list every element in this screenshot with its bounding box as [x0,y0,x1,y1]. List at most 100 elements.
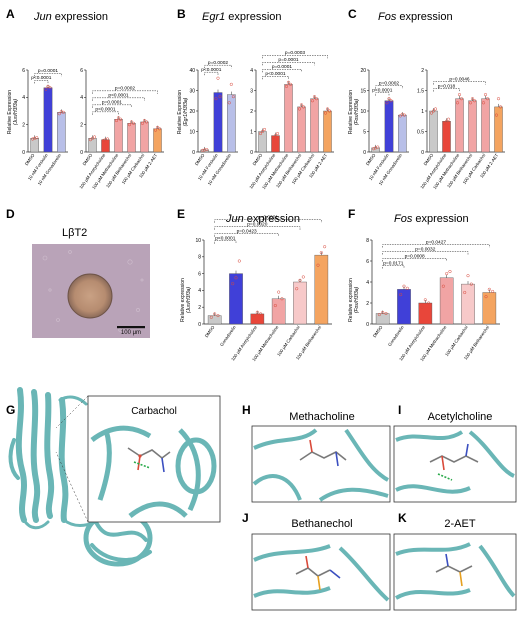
significance-bracket [214,226,301,230]
inset-guide-top [55,395,89,429]
panel-i-title: Acetylcholine [428,411,493,423]
y-tick-label: 2 [421,68,424,74]
data-point [271,136,276,140]
panel-e-ylabel: Relative expression [180,278,186,322]
data-point [33,136,37,140]
data-point [468,101,473,105]
panel-j-ligand [295,555,341,591]
y-tick-label: 1 [250,129,253,135]
y-tick-label: 2 [22,122,25,128]
panel-g-title: Carbachol [131,406,177,417]
bar [439,277,454,325]
data-point [44,87,48,91]
panel-h-structure [252,428,390,502]
bar [398,114,407,153]
panel-i-structure [395,430,515,494]
category-label: 100 μM Carbachol [444,325,469,357]
significance-label: p<0.0001 [201,67,221,73]
bar [213,92,223,153]
significance-label: p<0.0001 [31,75,51,81]
y-tick-label: 30 [189,88,195,94]
y-tick-label: 5 [363,129,366,135]
bar [229,273,243,325]
significance-bracket [382,244,490,248]
panel-e-title-suffix: expression [244,213,300,225]
significance-bracket [262,69,302,73]
panel-b-ylabel: Relative Expression [177,90,183,134]
bar [127,123,136,153]
panel-k-structure [394,542,516,600]
bar [153,128,162,153]
significance-bracket [375,92,390,96]
bar [114,118,123,153]
significance-label: p=0.0001 [278,57,298,63]
significance-bracket [382,265,405,269]
category-label: Gonadorelin [387,324,405,347]
y-tick-label: 20 [360,68,366,74]
panel-letter-i: I [398,403,401,417]
y-tick-label: 20 [189,109,195,115]
panel-letter-f: F [348,207,355,221]
significance-bracket [92,104,132,108]
data-point [427,301,431,305]
panel-a-ylabel2: (Jun/H3f3a) [13,99,19,125]
significance-label: p<0.0001 [108,93,128,99]
panel-e-title: Jun expression [225,213,300,225]
significance-bracket [433,81,486,85]
data-point [485,97,490,101]
data-point [310,99,315,103]
panel-j-structure [253,544,390,602]
data-point [48,86,52,90]
panel-i-ligand [429,443,479,481]
data-point [429,111,434,115]
significance-label: p=0.018 [438,83,456,89]
panel-h-ligand [299,439,347,467]
significance-label: p=0.0001 [38,68,58,74]
panel-c-gene: Fos [378,11,397,23]
data-point [205,147,209,152]
data-point [319,251,323,255]
data-point [442,121,447,125]
significance-bracket [382,251,469,255]
category-label: DMSO [204,324,216,338]
significance-bracket [92,90,158,94]
data-point [459,97,464,101]
data-point [405,286,409,290]
data-point [484,295,488,299]
panel-a-gene: Jun [33,11,52,23]
significance-bracket [92,97,145,101]
data-point [491,289,495,294]
significance-bracket [262,55,328,59]
category-label: Gonadorelin [219,324,237,347]
data-point [431,109,436,113]
significance-bracket [92,111,119,115]
data-point [327,109,332,113]
y-tick-label: 0 [421,150,424,156]
data-point [376,145,380,149]
significance-label: p=0.0002 [379,81,399,87]
inset-guide-bottom [55,451,89,523]
data-point [214,97,218,101]
data-point [157,127,162,131]
data-point [325,107,330,111]
data-point [127,123,132,127]
bar [481,98,490,153]
significance-label: p=0.0001 [102,100,122,106]
bar [297,106,306,153]
y-tick-label: 2 [198,305,201,311]
bar [429,110,438,153]
bar [494,106,503,153]
data-point [466,274,470,278]
bar [323,110,332,153]
category-label: DMSO [82,152,94,166]
data-point [433,107,438,111]
significance-label: p=0.0001 [272,64,292,70]
data-point [323,245,327,249]
data-point [316,263,320,267]
significance-label: p=0.0020 [247,222,267,228]
y-tick-label: 1 [421,109,424,115]
panel-letter-c: C [348,7,357,21]
y-tick-label: 0 [22,150,25,156]
data-point [234,276,238,280]
